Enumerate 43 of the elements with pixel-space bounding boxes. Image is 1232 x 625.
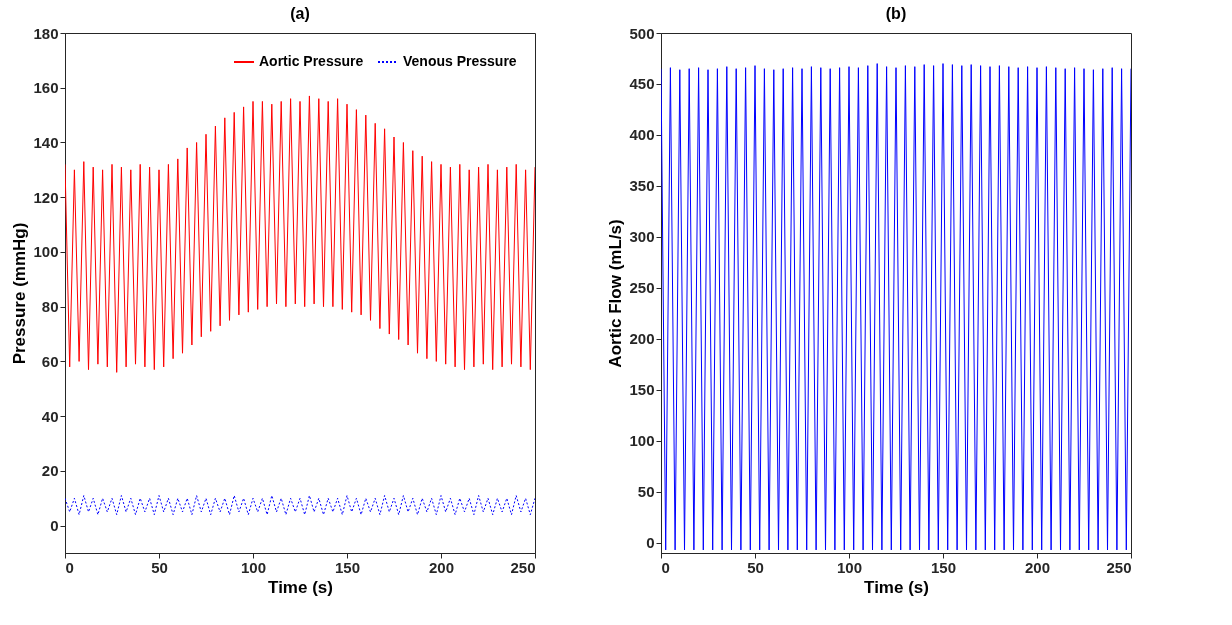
- chart-title: (a): [290, 5, 310, 22]
- y-tick-label: 160: [33, 79, 59, 97]
- x-axis-title: Time (s): [864, 577, 929, 597]
- y-tick-label: 100: [629, 432, 655, 450]
- y-tick-label: 60: [41, 352, 59, 370]
- y-tick-label: 350: [629, 177, 655, 195]
- line-series: [65, 495, 535, 516]
- y-tick-label: 200: [629, 330, 655, 348]
- x-tick-label: 0: [661, 558, 670, 576]
- y-tick-label: 0: [646, 534, 655, 552]
- x-tick-label: 250: [510, 558, 536, 576]
- x-tick-label: 200: [428, 558, 455, 576]
- x-tick-label: 100: [240, 558, 267, 576]
- y-tick-label: 0: [50, 517, 59, 535]
- y-tick-label: 150: [629, 381, 655, 399]
- legend-label: Aortic Pressure: [259, 53, 364, 69]
- y-axis-title: Pressure (mmHg): [10, 222, 30, 365]
- x-tick-label: 100: [836, 558, 863, 576]
- x-tick-label: 150: [930, 558, 957, 576]
- x-tick-label: 200: [1024, 558, 1051, 576]
- y-tick-label: 300: [629, 228, 655, 246]
- y-tick-label: 500: [629, 24, 655, 42]
- y-tick-label: 450: [629, 75, 655, 93]
- y-tick-label: 80: [41, 298, 59, 316]
- y-tick-label: 250: [629, 279, 655, 297]
- y-axis-title: Aortic Flow (mL/s): [606, 219, 626, 368]
- y-tick-label: 180: [33, 24, 59, 42]
- chart-title: (b): [885, 5, 907, 22]
- y-tick-label: 20: [41, 462, 59, 480]
- x-tick-label: 250: [1106, 558, 1132, 576]
- line-series: [65, 95, 535, 373]
- y-tick-label: 120: [33, 188, 59, 206]
- x-tick-label: 50: [747, 558, 764, 576]
- x-tick-label: 150: [334, 558, 361, 576]
- y-tick-label: 40: [41, 407, 59, 425]
- x-tick-label: 0: [65, 558, 74, 576]
- x-tick-label: 50: [151, 558, 168, 576]
- y-tick-label: 50: [637, 483, 655, 501]
- x-axis-title: Time (s): [268, 577, 333, 597]
- y-tick-label: 100: [33, 243, 59, 261]
- y-tick-label: 400: [629, 126, 655, 144]
- y-tick-label: 140: [33, 133, 59, 151]
- legend-label: Venous Pressure: [403, 53, 517, 69]
